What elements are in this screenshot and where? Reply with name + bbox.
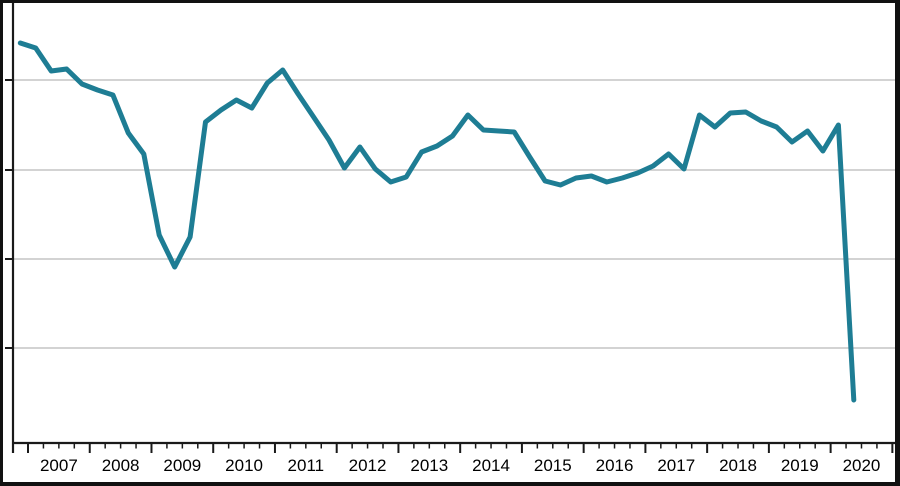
x-axis-label: 2008 (102, 456, 140, 475)
x-axis-label: 2020 (843, 456, 881, 475)
x-axis-label: 2013 (410, 456, 448, 475)
frame-border-top (0, 0, 900, 3)
axis-ticks (5, 79, 894, 453)
frame-border-left (0, 0, 3, 486)
x-axis-label: 2009 (163, 456, 201, 475)
gridlines (13, 79, 895, 349)
x-axis-labels: 2007 2008 2009 2010 2011 2012 2013 2014 2015 2016… (40, 456, 880, 475)
axes (11, 3, 895, 453)
x-axis-label: 2017 (657, 456, 695, 475)
data-series (17, 40, 857, 403)
x-axis-label: 2016 (596, 456, 634, 475)
frame-border-bottom (0, 482, 900, 486)
x-axis-label: 2010 (225, 456, 263, 475)
x-axis-label: 2018 (719, 456, 757, 475)
x-axis-label: 2019 (781, 456, 819, 475)
frame-border-right (895, 0, 900, 486)
x-axis-label: 2012 (349, 456, 387, 475)
x-axis-label: 2014 (472, 456, 510, 475)
x-axis-label: 2015 (534, 456, 572, 475)
x-axis-label: 2007 (40, 456, 78, 475)
x-axis-label: 2011 (288, 456, 325, 475)
data-line (17, 40, 857, 403)
